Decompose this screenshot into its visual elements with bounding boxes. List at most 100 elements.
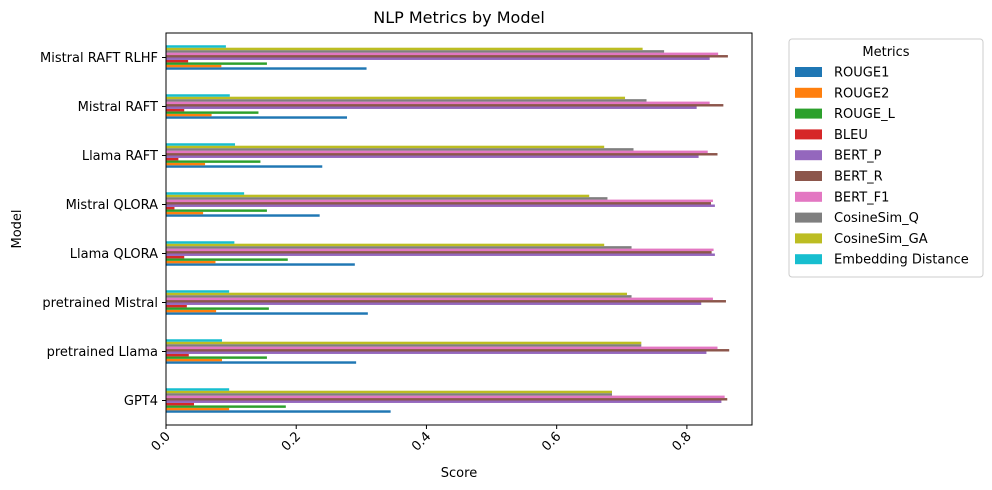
bar-rouge-l-pretrained-mistral <box>166 307 269 310</box>
x-axis-ticks: 0.0 0.2 0.4 0.6 0.8 <box>149 425 695 454</box>
bar-rouge-l-pretrained-llama <box>166 356 267 359</box>
bar-cosinesim-q-llama-qlora <box>166 246 632 249</box>
bar-rouge1-mistral-raft <box>166 116 348 119</box>
legend-swatch-bert-p <box>795 150 822 161</box>
bar-rouge2-llama-raft <box>166 162 206 166</box>
bar-embedding-distance-gpt4 <box>166 388 230 391</box>
bar-bert-p-gpt4 <box>166 400 722 403</box>
bar-cosinesim-ga-pretrained-mistral <box>166 292 627 296</box>
bar-embedding-distance-llama-raft <box>166 143 236 146</box>
bar-rouge-l-llama-qlora <box>166 258 288 261</box>
bar-cosinesim-q-mistral-raft-rlhf <box>166 50 665 53</box>
legend-label-rouge2: ROUGE2 <box>834 86 889 101</box>
bar-bert-p-pretrained-mistral <box>166 302 702 305</box>
legend-label-bert-p: BERT_P <box>834 149 882 164</box>
bar-cosinesim-q-pretrained-mistral <box>166 295 632 298</box>
bar-rouge-l-mistral-raft-rlhf <box>166 62 267 65</box>
y-tick-label: Llama QLORA <box>70 247 158 262</box>
bar-cosinesim-ga-llama-qlora <box>166 243 605 247</box>
y-axis-label: Model <box>10 209 25 248</box>
legend-swatch-cosinesim-ga <box>795 233 822 244</box>
y-axis-ticks: GPT4 pretrained Llama pretrained Mistral Ll… <box>40 51 166 409</box>
bar-cosinesim-ga-mistral-raft <box>166 96 626 100</box>
bar-rouge1-gpt4 <box>166 410 391 413</box>
legend: Metrics ROUGE1 ROUGE2 ROUGE_L BLEU BERT_P BER… <box>788 38 984 278</box>
bar-bert-p-llama-raft <box>166 155 699 158</box>
legend-swatch-rouge2 <box>795 87 822 98</box>
x-tick-label: 0.4 <box>409 429 434 454</box>
bar-bert-r-llama-raft <box>166 153 718 156</box>
y-tick-label: pretrained Mistral <box>42 296 158 311</box>
bar-bert-f1-gpt4 <box>166 395 725 399</box>
legend-label-embedding-distance: Embedding Distance <box>834 253 969 268</box>
bar-rouge2-llama-qlora <box>166 260 216 264</box>
bar-embedding-distance-mistral-raft <box>166 94 230 97</box>
bar-bert-f1-llama-raft <box>166 150 708 154</box>
legend-label-rouge1: ROUGE1 <box>834 66 889 81</box>
bar-bleu-pretrained-llama <box>166 353 189 357</box>
bar-rouge2-mistral-qlora <box>166 211 204 215</box>
bar-cosinesim-q-mistral-raft <box>166 99 647 102</box>
bar-rouge2-pretrained-llama <box>166 358 222 362</box>
y-tick-label: Mistral RAFT RLHF <box>40 51 158 66</box>
legend-swatch-bert-f1 <box>795 191 822 202</box>
legend-swatch-rouge-l <box>795 108 822 119</box>
bar-bert-f1-mistral-raft-rlhf <box>166 52 719 56</box>
bar-rouge2-pretrained-mistral <box>166 309 217 313</box>
bar-bleu-mistral-qlora <box>166 206 175 210</box>
bar-rouge1-mistral-qlora <box>166 214 320 217</box>
bar-bert-p-llama-qlora <box>166 253 715 256</box>
bar-rouge-l-llama-raft <box>166 160 261 163</box>
bar-cosinesim-q-mistral-qlora <box>166 197 608 200</box>
legend-label-bleu: BLEU <box>834 128 868 143</box>
bar-bert-p-mistral-qlora <box>166 204 715 207</box>
bar-bert-r-mistral-qlora <box>166 202 711 205</box>
bar-cosinesim-ga-pretrained-llama <box>166 341 642 345</box>
legend-label-bert-r: BERT_R <box>834 170 883 185</box>
y-tick-label: Llama RAFT <box>82 149 158 164</box>
legend-swatch-cosinesim-q <box>795 212 822 223</box>
bar-bleu-mistral-raft <box>166 108 185 112</box>
bar-bert-r-gpt4 <box>166 398 728 401</box>
bar-bleu-llama-raft <box>166 157 179 161</box>
legend-label-cosinesim-q: CosineSim_Q <box>834 211 919 226</box>
bar-cosinesim-q-pretrained-llama <box>166 344 642 347</box>
bar-bert-f1-llama-qlora <box>166 248 714 252</box>
bar-rouge1-pretrained-mistral <box>166 312 368 315</box>
bar-bleu-pretrained-mistral <box>166 304 187 308</box>
legend-label-cosinesim-ga: CosineSim_GA <box>834 232 928 247</box>
legend-swatch-embedding-distance <box>795 254 822 265</box>
legend-label-bert-f1: BERT_F1 <box>834 190 889 205</box>
bar-bert-p-mistral-raft <box>166 106 697 109</box>
bar-rouge2-mistral-raft-rlhf <box>166 64 222 68</box>
y-tick-label: pretrained Llama <box>47 345 158 360</box>
bar-bert-r-mistral-raft-rlhf <box>166 55 728 58</box>
bar-bert-p-pretrained-llama <box>166 351 707 354</box>
y-tick-label: Mistral RAFT <box>78 100 158 115</box>
bar-bleu-llama-qlora <box>166 255 185 259</box>
bar-bert-f1-pretrained-mistral <box>166 297 713 301</box>
bar-bert-f1-mistral-raft <box>166 101 710 105</box>
x-tick-label: 0.2 <box>279 429 304 454</box>
bar-embedding-distance-mistral-qlora <box>166 192 245 195</box>
bar-rouge-l-mistral-qlora <box>166 209 267 212</box>
bar-embedding-distance-mistral-raft-rlhf <box>166 45 226 48</box>
bar-embedding-distance-pretrained-mistral <box>166 290 230 293</box>
legend-swatch-rouge1 <box>795 67 822 77</box>
bar-cosinesim-ga-mistral-raft-rlhf <box>166 47 643 51</box>
y-tick-label: GPT4 <box>124 394 158 409</box>
bar-bert-f1-mistral-qlora <box>166 199 713 203</box>
bar-cosinesim-q-gpt4 <box>166 393 613 396</box>
bar-rouge1-llama-raft <box>166 165 323 168</box>
bar-cosinesim-q-llama-raft <box>166 148 634 151</box>
bar-bert-r-llama-qlora <box>166 251 712 254</box>
bar-bert-r-pretrained-mistral <box>166 300 726 303</box>
legend-swatch-bert-r <box>795 171 822 181</box>
legend-swatch-bleu <box>795 129 822 140</box>
bar-rouge2-mistral-raft <box>166 113 212 117</box>
bar-rouge1-mistral-raft-rlhf <box>166 67 367 70</box>
bar-cosinesim-ga-llama-raft <box>166 145 605 149</box>
legend-frame <box>788 38 984 278</box>
bars-layer <box>166 45 730 413</box>
